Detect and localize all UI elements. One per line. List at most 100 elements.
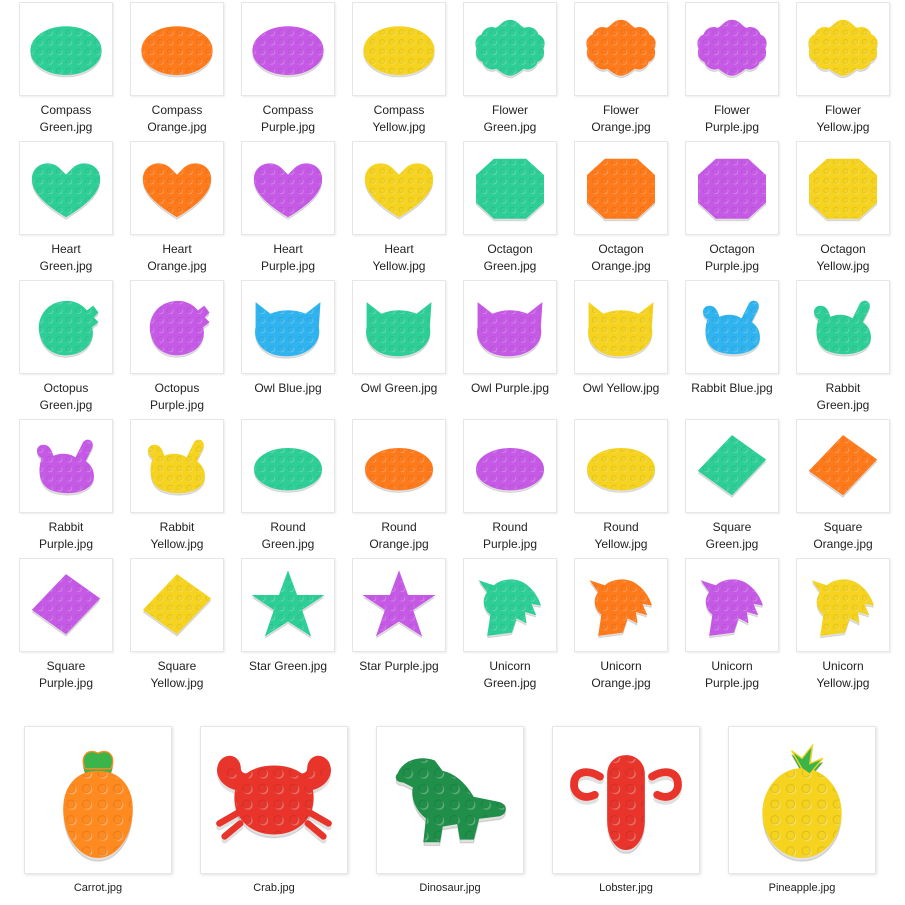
star-image bbox=[362, 570, 436, 639]
octagon-image bbox=[809, 158, 877, 222]
thumbnail bbox=[241, 280, 335, 374]
file-name: Flower Orange.jpg bbox=[591, 103, 651, 134]
file-name: Round Yellow.jpg bbox=[594, 520, 648, 551]
file-name: Unicorn Green.jpg bbox=[483, 659, 537, 690]
file-name: Octagon Green.jpg bbox=[483, 242, 537, 273]
file-name: Dinosaur.jpg bbox=[419, 882, 481, 894]
file-name: Round Green.jpg bbox=[261, 520, 315, 551]
file-item-unicorn-37[interactable]: Unicorn Orange.jpg bbox=[567, 556, 675, 692]
file-name: Square Orange.jpg bbox=[813, 520, 873, 551]
owl-image bbox=[588, 302, 654, 359]
file-name: Square Green.jpg bbox=[705, 520, 759, 551]
file-item-flower-4[interactable]: Flower Green.jpg bbox=[456, 0, 564, 136]
file-item-star-34[interactable]: Star Green.jpg bbox=[234, 556, 342, 675]
unicorn-image bbox=[589, 579, 652, 639]
file-name: Crab.jpg bbox=[253, 882, 295, 894]
file-name: Octagon Purple.jpg bbox=[704, 242, 760, 273]
rabbit-image bbox=[148, 439, 205, 496]
thumbnail bbox=[796, 419, 890, 513]
file-item-lobster[interactable]: Lobster.jpg bbox=[551, 726, 701, 894]
thumbnail bbox=[463, 558, 557, 652]
file-item-owl-20[interactable]: Owl Purple.jpg bbox=[456, 278, 564, 397]
file-item-owl-21[interactable]: Owl Yellow.jpg bbox=[567, 278, 675, 397]
flower-image bbox=[808, 19, 878, 79]
file-name: Owl Green.jpg bbox=[360, 381, 438, 395]
thumbnail bbox=[241, 419, 335, 513]
file-name: Heart Purple.jpg bbox=[260, 242, 316, 273]
file-item-crab[interactable]: Crab.jpg bbox=[199, 726, 349, 894]
file-item-rabbit-22[interactable]: Rabbit Blue.jpg bbox=[678, 278, 786, 397]
file-item-round-29[interactable]: Round Yellow.jpg bbox=[567, 417, 675, 553]
thumbnail bbox=[130, 141, 224, 235]
file-name: Square Yellow.jpg bbox=[150, 659, 204, 690]
file-item-round-28[interactable]: Round Purple.jpg bbox=[456, 417, 564, 553]
file-item-unicorn-38[interactable]: Unicorn Purple.jpg bbox=[678, 556, 786, 692]
file-item-pineapple[interactable]: Pineapple.jpg bbox=[727, 726, 877, 894]
file-name: Heart Green.jpg bbox=[39, 242, 93, 273]
unicorn-image bbox=[811, 579, 874, 639]
file-item-flower-5[interactable]: Flower Orange.jpg bbox=[567, 0, 675, 136]
thumbnail bbox=[130, 280, 224, 374]
rabbit-image bbox=[37, 439, 94, 496]
file-name: Octopus Purple.jpg bbox=[149, 381, 205, 412]
file-item-square-32[interactable]: Square Purple.jpg bbox=[12, 556, 120, 692]
octagon-image bbox=[587, 158, 655, 222]
crab-image bbox=[216, 755, 332, 844]
file-name: Heart Yellow.jpg bbox=[372, 242, 426, 273]
file-item-heart-9[interactable]: Heart Orange.jpg bbox=[123, 139, 231, 275]
file-item-round-26[interactable]: Round Green.jpg bbox=[234, 417, 342, 553]
thumbnail bbox=[685, 280, 779, 374]
file-item-compass-2[interactable]: Compass Purple.jpg bbox=[234, 0, 342, 136]
file-item-round-27[interactable]: Round Orange.jpg bbox=[345, 417, 453, 553]
file-item-heart-11[interactable]: Heart Yellow.jpg bbox=[345, 139, 453, 275]
file-name: Octopus Green.jpg bbox=[39, 381, 93, 412]
file-item-unicorn-36[interactable]: Unicorn Green.jpg bbox=[456, 556, 564, 692]
file-item-octopus-16[interactable]: Octopus Green.jpg bbox=[12, 278, 120, 414]
file-item-owl-18[interactable]: Owl Blue.jpg bbox=[234, 278, 342, 397]
file-item-heart-8[interactable]: Heart Green.jpg bbox=[12, 139, 120, 275]
thumbnail bbox=[130, 419, 224, 513]
thumbnail bbox=[796, 558, 890, 652]
file-item-compass-0[interactable]: Compass Green.jpg bbox=[12, 0, 120, 136]
file-item-octagon-15[interactable]: Octagon Yellow.jpg bbox=[789, 139, 897, 275]
file-item-octagon-13[interactable]: Octagon Orange.jpg bbox=[567, 139, 675, 275]
file-item-square-33[interactable]: Square Yellow.jpg bbox=[123, 556, 231, 692]
file-item-flower-6[interactable]: Flower Purple.jpg bbox=[678, 0, 786, 136]
file-item-octopus-17[interactable]: Octopus Purple.jpg bbox=[123, 278, 231, 414]
file-name: Pineapple.jpg bbox=[768, 882, 836, 894]
file-item-compass-1[interactable]: Compass Orange.jpg bbox=[123, 0, 231, 136]
compass-image bbox=[141, 26, 213, 78]
round-image bbox=[254, 448, 322, 493]
file-item-carrot[interactable]: Carrot.jpg bbox=[23, 726, 173, 894]
file-item-square-30[interactable]: Square Green.jpg bbox=[678, 417, 786, 553]
file-item-square-31[interactable]: Square Orange.jpg bbox=[789, 417, 897, 553]
heart-image bbox=[364, 163, 434, 220]
file-name: Owl Blue.jpg bbox=[254, 381, 322, 395]
file-name: Rabbit Green.jpg bbox=[816, 381, 870, 412]
file-item-dinosaur[interactable]: Dinosaur.jpg bbox=[375, 726, 525, 894]
file-item-octagon-12[interactable]: Octagon Green.jpg bbox=[456, 139, 564, 275]
file-name: Compass Purple.jpg bbox=[260, 103, 316, 134]
thumbnail bbox=[19, 141, 113, 235]
file-item-rabbit-23[interactable]: Rabbit Green.jpg bbox=[789, 278, 897, 414]
file-name: Owl Purple.jpg bbox=[470, 381, 550, 395]
file-item-rabbit-24[interactable]: Rabbit Purple.jpg bbox=[12, 417, 120, 553]
file-item-owl-19[interactable]: Owl Green.jpg bbox=[345, 278, 453, 397]
thumbnail bbox=[574, 2, 668, 96]
file-item-unicorn-39[interactable]: Unicorn Yellow.jpg bbox=[789, 556, 897, 692]
thumbnail bbox=[728, 726, 876, 874]
file-item-compass-3[interactable]: Compass Yellow.jpg bbox=[345, 0, 453, 136]
file-item-octagon-14[interactable]: Octagon Purple.jpg bbox=[678, 139, 786, 275]
file-item-rabbit-25[interactable]: Rabbit Yellow.jpg bbox=[123, 417, 231, 553]
file-name: Round Orange.jpg bbox=[369, 520, 429, 551]
file-name: Carrot.jpg bbox=[73, 882, 123, 894]
thumbnail bbox=[352, 280, 446, 374]
file-name: Compass Orange.jpg bbox=[147, 103, 207, 134]
square-image bbox=[142, 574, 212, 637]
file-name: Compass Yellow.jpg bbox=[372, 103, 426, 134]
file-item-flower-7[interactable]: Flower Yellow.jpg bbox=[789, 0, 897, 136]
file-item-star-35[interactable]: Star Purple.jpg bbox=[345, 556, 453, 675]
square-image bbox=[697, 435, 767, 498]
file-item-heart-10[interactable]: Heart Purple.jpg bbox=[234, 139, 342, 275]
thumbnail bbox=[241, 558, 335, 652]
